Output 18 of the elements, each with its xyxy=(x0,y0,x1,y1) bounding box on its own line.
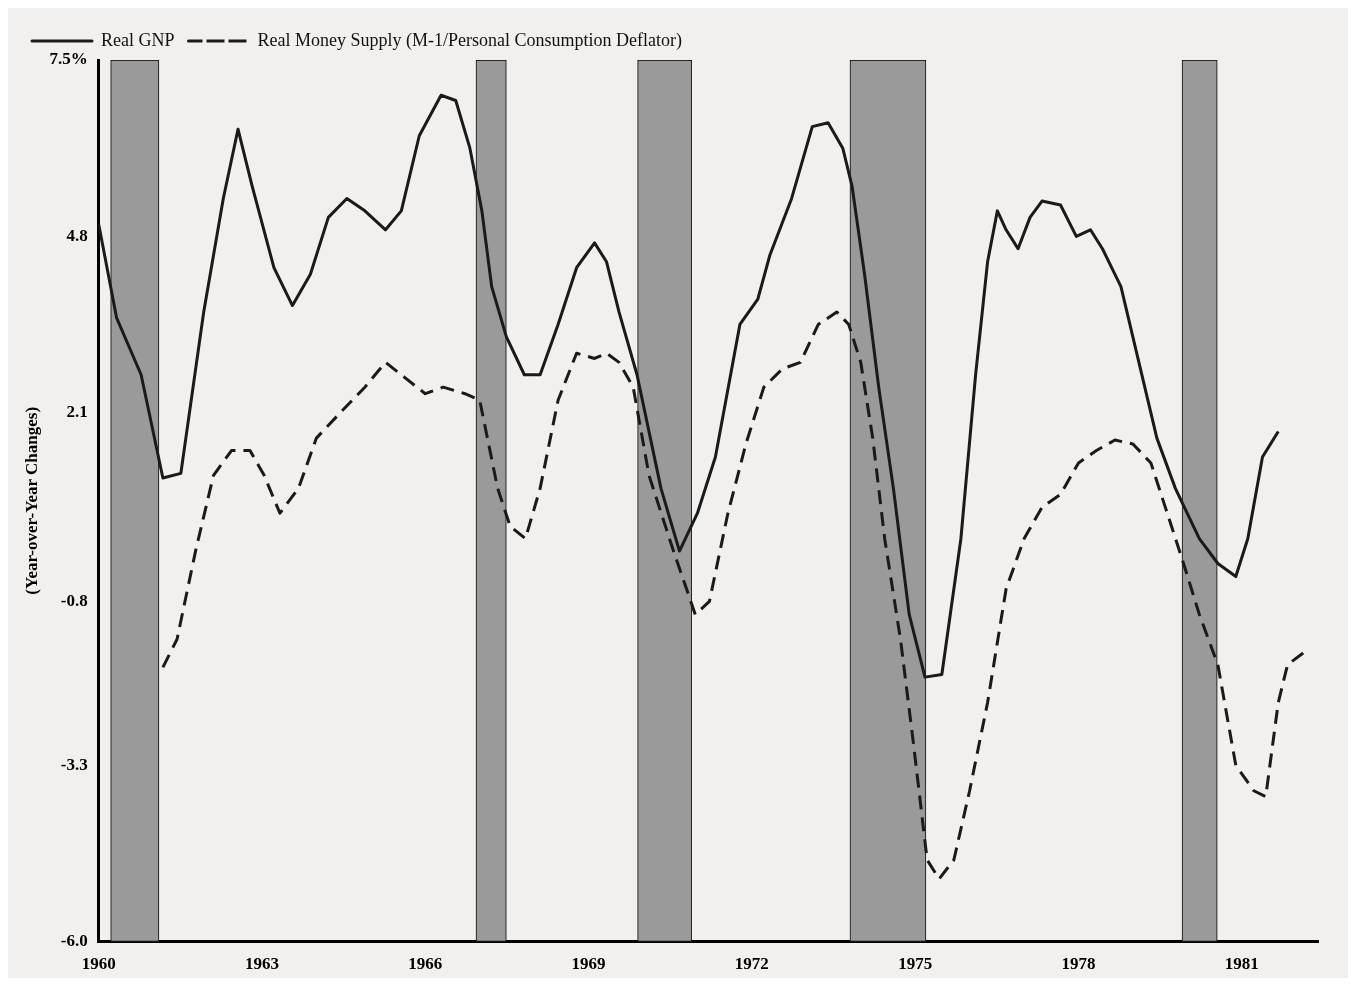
legend-label: Real GNP xyxy=(101,29,175,50)
x-tick-label: 1966 xyxy=(408,954,443,974)
y-tick-label: 7.5% xyxy=(49,49,88,69)
line-series xyxy=(161,310,1307,881)
y-axis-title: (Year-over-Year Changes) xyxy=(21,406,41,595)
y-tick-label: -3.3 xyxy=(60,754,88,774)
x-tick-label: 1969 xyxy=(571,954,606,974)
y-tick-label: -6.0 xyxy=(60,930,88,950)
x-tick-label: 1975 xyxy=(898,954,933,974)
y-tick-label: -0.8 xyxy=(60,591,88,611)
y-tick-label: 2.1 xyxy=(66,402,88,422)
x-tick-label: 1978 xyxy=(1061,954,1096,974)
x-tick-label: 1963 xyxy=(244,954,279,974)
x-tick-label: 1981 xyxy=(1224,954,1259,974)
x-tick-label: 1972 xyxy=(734,954,769,974)
x-tick-label: 1960 xyxy=(81,954,116,974)
legend-label: Real Money Supply (M-1/Personal Consumption Deflator) xyxy=(257,29,682,51)
y-tick-label: 4.8 xyxy=(66,225,88,245)
